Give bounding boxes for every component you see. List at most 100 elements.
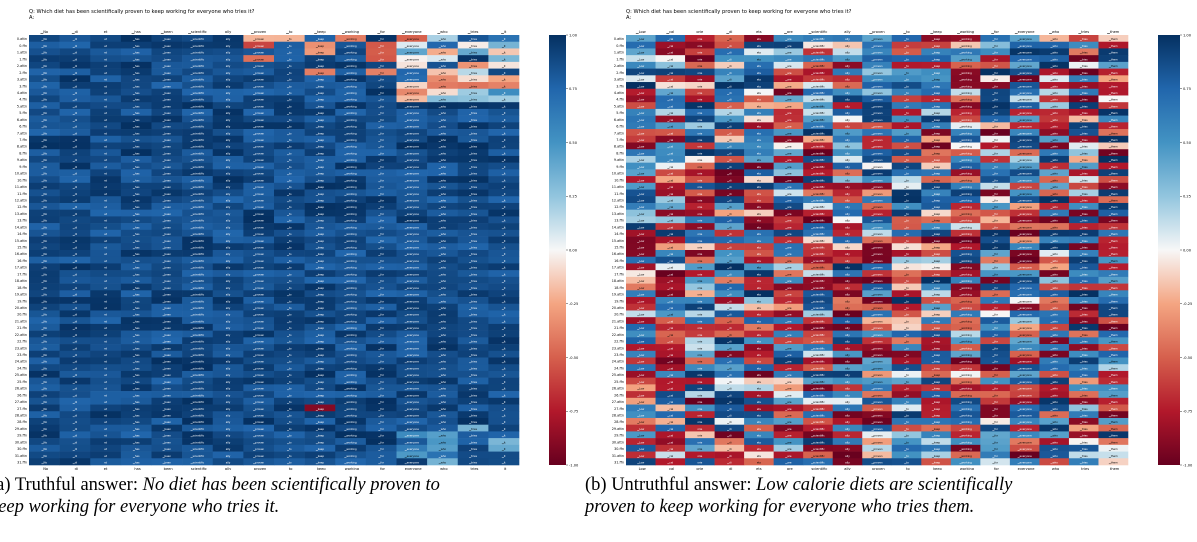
heatmap-cell: [773, 283, 804, 291]
heatmap-cell: [980, 397, 1011, 405]
heatmap-cell: [1009, 82, 1040, 90]
heatmap-cell-token: ▁di: [726, 313, 732, 317]
heatmap-cell: [365, 41, 397, 49]
heatmap-cell-token: ▁everyone: [1017, 199, 1033, 202]
heatmap-cell: [427, 196, 459, 204]
heatmap-cell-token: ▁for: [377, 239, 384, 243]
heatmap-cell: [1098, 317, 1129, 325]
heatmap-cell-token: ▁to: [286, 37, 292, 41]
heatmap-cell-token: ▁di: [72, 461, 78, 465]
heatmap-cell: [243, 344, 275, 352]
colorbar-tick-label: 1.00: [1183, 33, 1192, 37]
heatmap-cell: [243, 290, 275, 298]
heatmap-cell: [655, 404, 686, 412]
heatmap-cell-token: ▁working: [958, 427, 972, 431]
heatmap-cell: [921, 404, 952, 412]
heatmap-cell: [685, 182, 715, 190]
heatmap-cell: [832, 142, 863, 150]
heatmap-cell: [90, 209, 122, 217]
colorbar-tick-label: 0.50: [1183, 141, 1192, 145]
heatmap-cell-token: ▁to: [286, 172, 292, 176]
heatmap-cell: [744, 250, 774, 258]
heatmap-cell: [151, 202, 183, 210]
heatmap-cell-token: ▁who: [438, 104, 447, 108]
heatmap-cell: [29, 155, 60, 163]
heatmap-cell-token: ▁are: [784, 273, 792, 276]
heatmap-cell-token: ▁di: [72, 151, 78, 155]
heatmap-cell: [832, 283, 863, 291]
heatmap-cell-token: ▁to: [903, 205, 909, 209]
heatmap-cell: [980, 384, 1011, 392]
heatmap-cell: [950, 142, 981, 150]
heatmap-cell-token: ▁to: [903, 353, 909, 357]
heatmap-cell-token: et: [104, 313, 107, 317]
heatmap-cell-token: ▁them: [1108, 427, 1118, 431]
heatmap-cell: [151, 196, 183, 204]
heatmap-cell-token: ▁to: [903, 165, 909, 169]
heatmap-cell-token: ets: [757, 366, 762, 370]
heatmap-cell: [1009, 297, 1040, 305]
heatmap-cell-token: ▁working: [343, 333, 357, 337]
heatmap-cell: [120, 209, 152, 217]
heatmap-cell-token: ▁everyone: [404, 401, 420, 404]
heatmap-cell: [335, 88, 367, 96]
heatmap-cell: [626, 229, 656, 237]
heatmap-cell: [396, 176, 428, 184]
heatmap-cell-token: ▁it: [501, 118, 506, 122]
heatmap-cell-token: et: [104, 346, 107, 350]
colorbar-tick-label: -0.75: [569, 410, 578, 414]
heatmap-cell-token: ▁keep: [315, 198, 325, 202]
heatmap-cell: [655, 391, 686, 399]
heatmap-cell-token: ▁them: [1108, 98, 1118, 102]
heatmap-cell-token: ▁been: [162, 461, 172, 465]
heatmap-cell: [274, 404, 305, 412]
heatmap-cell: [304, 438, 336, 446]
heatmap-cell-token: et: [104, 286, 107, 290]
heatmap-cell: [1039, 41, 1070, 49]
heatmap-cell: [921, 102, 952, 110]
heatmap-cell: [243, 135, 275, 143]
heatmap-cell: [427, 189, 459, 197]
heatmap-cell-token: ▁working: [343, 393, 357, 397]
y-tick-label: 9.ffn: [616, 165, 624, 169]
heatmap-cell-token: ets: [757, 185, 762, 189]
heatmap-cell-token: ▁everyone: [404, 85, 420, 88]
heatmap-cell-token: ▁has: [132, 400, 140, 404]
heatmap-cell-token: ▁Low: [636, 57, 645, 61]
heatmap-cell-token: ▁cal: [666, 373, 673, 377]
heatmap-cell-token: ▁Low: [636, 198, 645, 202]
heatmap-cell: [243, 417, 275, 425]
heatmap-cell-token: ▁keep: [315, 319, 325, 323]
heatmap-cell: [427, 417, 459, 425]
heatmap-cell: [744, 451, 774, 459]
heatmap-cell-token: ▁Low: [636, 259, 645, 263]
heatmap-cell: [862, 149, 893, 157]
heatmap-cell-token: ▁to: [903, 440, 909, 444]
heatmap-cell-token: ▁are: [784, 253, 792, 256]
heatmap-cell-token: ▁tries: [468, 353, 477, 357]
heatmap-cell: [1068, 129, 1099, 137]
heatmap-cell: [304, 451, 336, 459]
heatmap-cell: [335, 243, 367, 251]
colorbar-tick-label: -0.25: [1183, 302, 1192, 306]
heatmap-cell: [151, 41, 183, 49]
heatmap-cell-token: ▁been: [162, 333, 172, 337]
heatmap-cell: [803, 397, 834, 405]
y-tick-label: 22.attn: [15, 333, 27, 337]
heatmap-cell-token: ▁for: [991, 366, 998, 370]
heatmap-cell-token: ▁are: [784, 394, 792, 397]
heatmap-cell-token: ▁tries: [1079, 353, 1088, 357]
heatmap-cell: [685, 357, 715, 365]
heatmap-cell: [90, 303, 122, 311]
heatmap-cell: [457, 323, 489, 331]
heatmap-cell-token: ▁working: [343, 306, 357, 310]
heatmap-cell: [1039, 270, 1070, 278]
heatmap-cell: [685, 48, 715, 56]
heatmap-cell-token: ▁scientific: [190, 346, 205, 350]
heatmap-cell: [744, 444, 774, 452]
heatmap-cell-token: ▁been: [162, 64, 172, 68]
heatmap-cell-token: ▁everyone: [1017, 105, 1033, 108]
heatmap-cell-token: ally: [226, 299, 231, 303]
heatmap-cell-token: ▁who: [438, 319, 447, 323]
heatmap-cell-token: et: [104, 340, 107, 344]
